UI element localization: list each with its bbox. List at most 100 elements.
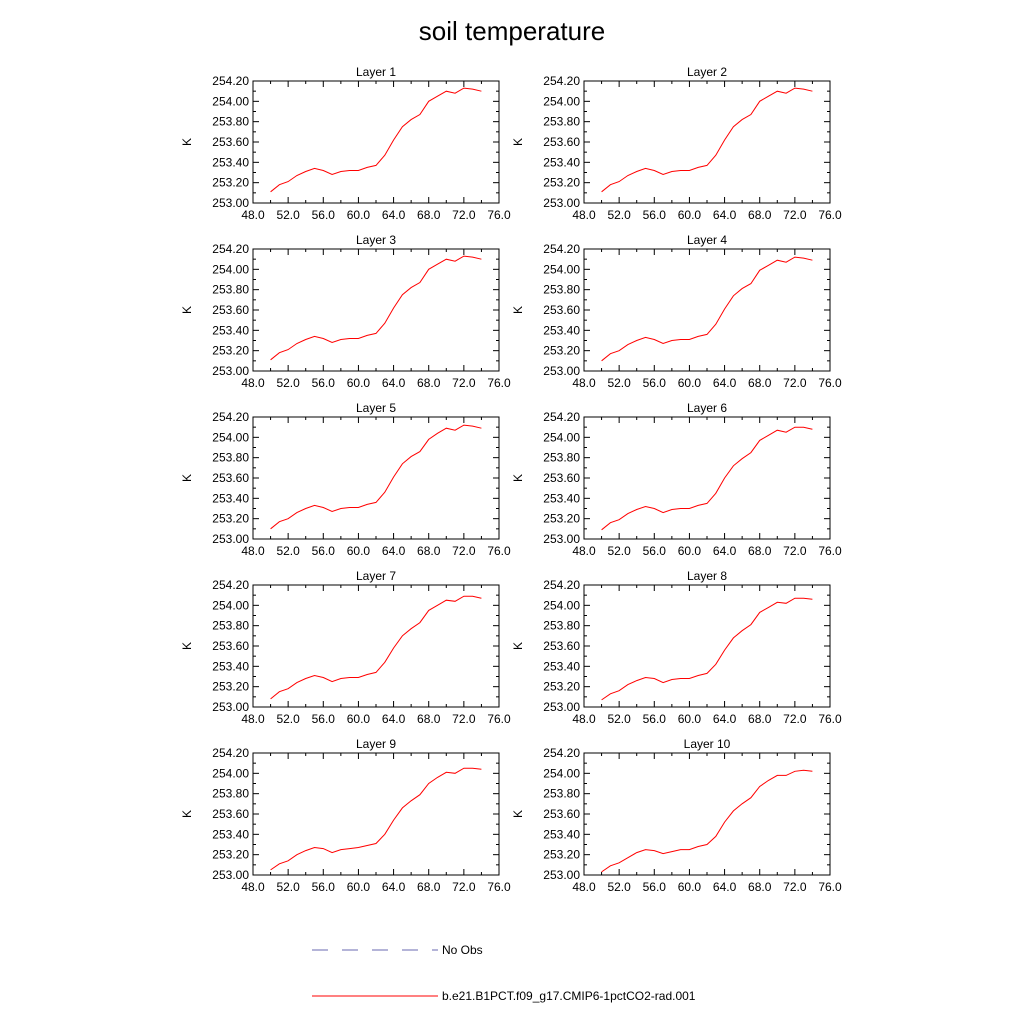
- y-tick-label: 254.20: [543, 74, 580, 88]
- y-tick-label: 253.80: [212, 787, 249, 801]
- plot-frame: [252, 80, 500, 204]
- y-tick-label: 253.80: [543, 451, 580, 465]
- x-tick-label: 52.0: [276, 544, 300, 558]
- y-tick-label: 253.20: [212, 344, 249, 358]
- y-tick-label: 253.60: [212, 471, 249, 485]
- y-axis-label: K: [180, 474, 194, 482]
- y-tick-label: 254.20: [212, 410, 249, 424]
- x-tick-label: 64.0: [382, 544, 406, 558]
- x-tick-label: 72.0: [452, 208, 476, 222]
- x-tick-label: 76.0: [487, 376, 511, 390]
- y-tick-label: 253.20: [543, 512, 580, 526]
- y-tick-label: 254.00: [212, 262, 249, 276]
- y-tick-label: 253.60: [212, 303, 249, 317]
- panel-layer-1: Layer 1 253.00 253.20 253.40 253.60 253.80 254…: [180, 65, 511, 222]
- series-line: [601, 597, 813, 701]
- x-tick-label: 64.0: [713, 376, 737, 390]
- y-tick-label: 253.40: [543, 323, 580, 337]
- x-tick-label: 52.0: [276, 208, 300, 222]
- panels-grid: Layer 1 253.00 253.20 253.40 253.60 253.80 254…: [180, 65, 842, 894]
- panel-title: Layer 2: [687, 65, 727, 79]
- y-tick-label: 253.20: [212, 176, 249, 190]
- x-tick-label: 60.0: [347, 208, 371, 222]
- y-tick-label: 254.20: [212, 578, 249, 592]
- y-tick-label: 253.00: [212, 532, 249, 546]
- y-tick-label: 253.20: [212, 680, 249, 694]
- x-tick-label: 68.0: [748, 208, 772, 222]
- x-tick-label: 48.0: [241, 544, 265, 558]
- x-tick-label: 64.0: [382, 208, 406, 222]
- y-tick-label: 253.00: [543, 196, 580, 210]
- y-tick-label: 254.20: [212, 746, 249, 760]
- y-tick-label: 254.20: [543, 746, 580, 760]
- x-tick-label: 52.0: [607, 208, 631, 222]
- panel-layer-7: Layer 7 253.00 253.20 253.40 253.60 253.80 254…: [180, 569, 511, 726]
- y-tick-label: 253.00: [212, 364, 249, 378]
- panel-layer-10: Layer 10 253.00 253.20 253.40 253.60 253.80 25…: [511, 737, 842, 894]
- legend-model-label: b.e21.B1PCT.f09_g17.CMIP6-1pctCO2-rad.00…: [442, 989, 696, 1003]
- x-tick-label: 60.0: [678, 544, 702, 558]
- series-line: [270, 255, 482, 361]
- x-tick-label: 64.0: [382, 880, 406, 894]
- x-tick-label: 60.0: [678, 880, 702, 894]
- x-tick-label: 48.0: [241, 208, 265, 222]
- y-tick-label: 254.00: [543, 598, 580, 612]
- x-tick-label: 76.0: [487, 544, 511, 558]
- panel-title: Layer 4: [687, 233, 727, 247]
- x-tick-label: 68.0: [748, 544, 772, 558]
- y-tick-label: 254.00: [543, 262, 580, 276]
- y-axis-label: K: [180, 810, 194, 818]
- series-line: [270, 87, 482, 193]
- x-tick-label: 56.0: [643, 712, 667, 726]
- y-tick-label: 253.00: [212, 196, 249, 210]
- x-tick-label: 60.0: [347, 712, 371, 726]
- y-tick-label: 253.00: [543, 532, 580, 546]
- x-tick-label: 52.0: [607, 544, 631, 558]
- x-tick-label: 76.0: [818, 712, 842, 726]
- y-tick-label: 254.20: [543, 242, 580, 256]
- panel-layer-5: Layer 5 253.00 253.20 253.40 253.60 253.80 254…: [180, 401, 511, 558]
- x-tick-label: 56.0: [643, 880, 667, 894]
- y-tick-label: 254.00: [212, 94, 249, 108]
- y-tick-label: 253.60: [212, 639, 249, 653]
- x-tick-label: 52.0: [276, 376, 300, 390]
- legend: No Obs b.e21.B1PCT.f09_g17.CMIP6-1pctCO2…: [312, 943, 696, 1003]
- x-tick-label: 56.0: [643, 544, 667, 558]
- panel-title: Layer 1: [356, 65, 396, 79]
- y-tick-label: 253.20: [212, 512, 249, 526]
- y-tick-label: 253.40: [543, 491, 580, 505]
- x-tick-label: 48.0: [241, 376, 265, 390]
- panel-title: Layer 7: [356, 569, 396, 583]
- panel-layer-3: Layer 3 253.00 253.20 253.40 253.60 253.80 254…: [180, 233, 511, 390]
- x-tick-label: 68.0: [748, 376, 772, 390]
- x-tick-label: 76.0: [487, 880, 511, 894]
- x-tick-label: 56.0: [312, 880, 336, 894]
- x-tick-label: 68.0: [748, 712, 772, 726]
- x-tick-label: 60.0: [678, 376, 702, 390]
- x-tick-label: 56.0: [643, 208, 667, 222]
- y-tick-label: 253.00: [543, 700, 580, 714]
- x-tick-label: 48.0: [572, 712, 596, 726]
- x-tick-label: 64.0: [713, 712, 737, 726]
- panel-title: Layer 5: [356, 401, 396, 415]
- y-tick-label: 253.40: [212, 827, 249, 841]
- x-tick-label: 76.0: [487, 712, 511, 726]
- x-tick-label: 56.0: [312, 208, 336, 222]
- series-line: [601, 426, 813, 531]
- panel-title: Layer 3: [356, 233, 396, 247]
- x-tick-label: 72.0: [783, 208, 807, 222]
- x-tick-label: 60.0: [347, 880, 371, 894]
- x-tick-label: 72.0: [783, 880, 807, 894]
- x-tick-label: 60.0: [678, 208, 702, 222]
- y-tick-label: 253.60: [212, 135, 249, 149]
- x-tick-label: 48.0: [241, 712, 265, 726]
- y-axis-label: K: [180, 642, 194, 650]
- y-tick-label: 253.80: [212, 619, 249, 633]
- x-tick-label: 72.0: [452, 376, 476, 390]
- y-tick-label: 253.80: [212, 283, 249, 297]
- y-tick-label: 253.60: [543, 639, 580, 653]
- x-tick-label: 56.0: [643, 376, 667, 390]
- y-tick-label: 253.80: [543, 619, 580, 633]
- y-tick-label: 254.00: [543, 94, 580, 108]
- panel-layer-8: Layer 8 253.00 253.20 253.40 253.60 253.80 254…: [511, 569, 842, 726]
